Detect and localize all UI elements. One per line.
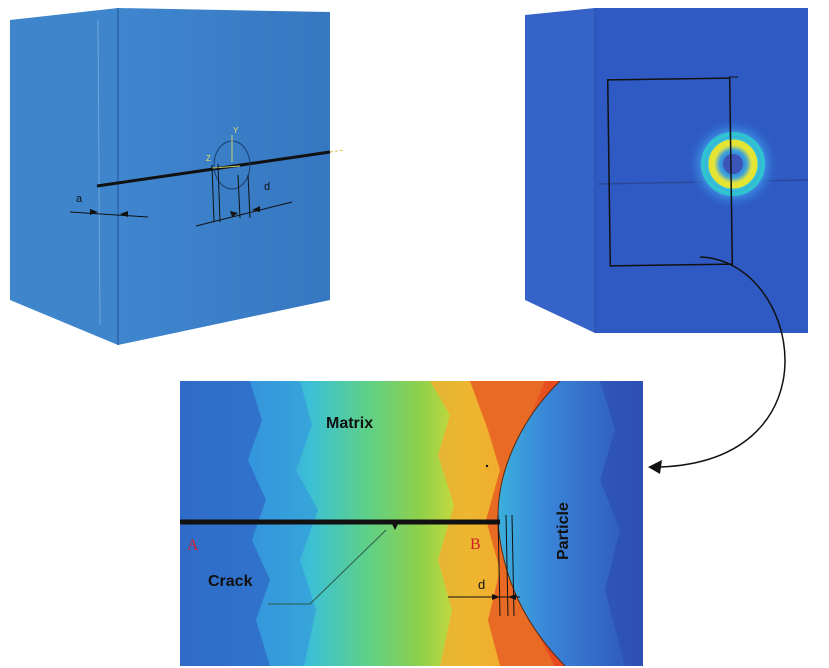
zoom-connector-arrow bbox=[659, 256, 786, 468]
particle-label: Particle bbox=[555, 502, 572, 560]
point-b-label: B bbox=[470, 536, 481, 553]
left-dimension-d: d bbox=[264, 181, 270, 193]
point-a-label: A bbox=[187, 537, 199, 554]
crack-line bbox=[96, 150, 331, 188]
right-block-side bbox=[525, 8, 595, 333]
left-dimension-a: a bbox=[76, 193, 83, 205]
distance-d-label: d bbox=[478, 577, 485, 592]
right-block-model bbox=[525, 8, 809, 333]
left-axis-z: Z bbox=[206, 154, 211, 163]
left-block-side bbox=[10, 8, 118, 345]
crack-label: Crack bbox=[208, 573, 253, 590]
matrix-label: Matrix bbox=[326, 415, 373, 432]
left-axis-y: Y bbox=[233, 126, 239, 135]
left-block-model bbox=[10, 8, 346, 345]
zoom-region-box bbox=[606, 77, 734, 267]
detail-view bbox=[180, 381, 643, 666]
left-block-front bbox=[118, 8, 330, 345]
